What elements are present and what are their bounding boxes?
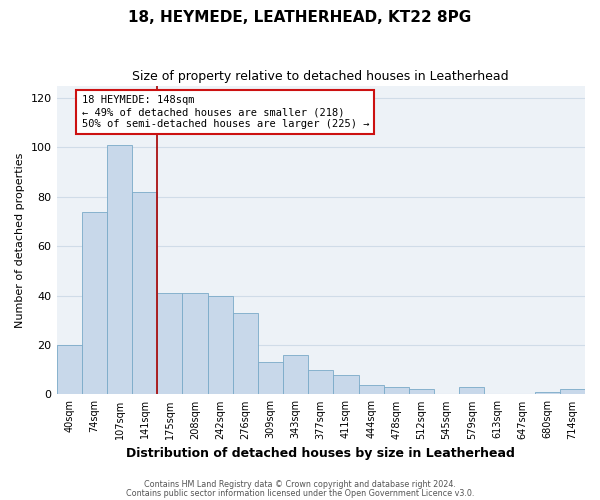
Bar	[283, 355, 308, 395]
Bar	[132, 192, 157, 394]
Bar	[334, 374, 359, 394]
Bar	[308, 370, 334, 394]
Text: 18 HEYMEDE: 148sqm
← 49% of detached houses are smaller (218)
50% of semi-detach: 18 HEYMEDE: 148sqm ← 49% of detached hou…	[82, 96, 369, 128]
Y-axis label: Number of detached properties: Number of detached properties	[15, 152, 25, 328]
Bar	[258, 362, 283, 394]
Title: Size of property relative to detached houses in Leatherhead: Size of property relative to detached ho…	[133, 70, 509, 83]
X-axis label: Distribution of detached houses by size in Leatherhead: Distribution of detached houses by size …	[127, 447, 515, 460]
Bar	[459, 387, 484, 394]
Bar	[409, 390, 434, 394]
Bar	[560, 390, 585, 394]
Text: Contains HM Land Registry data © Crown copyright and database right 2024.: Contains HM Land Registry data © Crown c…	[144, 480, 456, 489]
Bar	[82, 212, 107, 394]
Bar	[107, 145, 132, 394]
Text: Contains public sector information licensed under the Open Government Licence v3: Contains public sector information licen…	[126, 488, 474, 498]
Bar	[233, 313, 258, 394]
Bar	[383, 387, 409, 394]
Bar	[535, 392, 560, 394]
Bar	[56, 345, 82, 395]
Bar	[157, 293, 182, 394]
Bar	[182, 293, 208, 394]
Text: 18, HEYMEDE, LEATHERHEAD, KT22 8PG: 18, HEYMEDE, LEATHERHEAD, KT22 8PG	[128, 10, 472, 25]
Bar	[208, 296, 233, 394]
Bar	[359, 384, 383, 394]
